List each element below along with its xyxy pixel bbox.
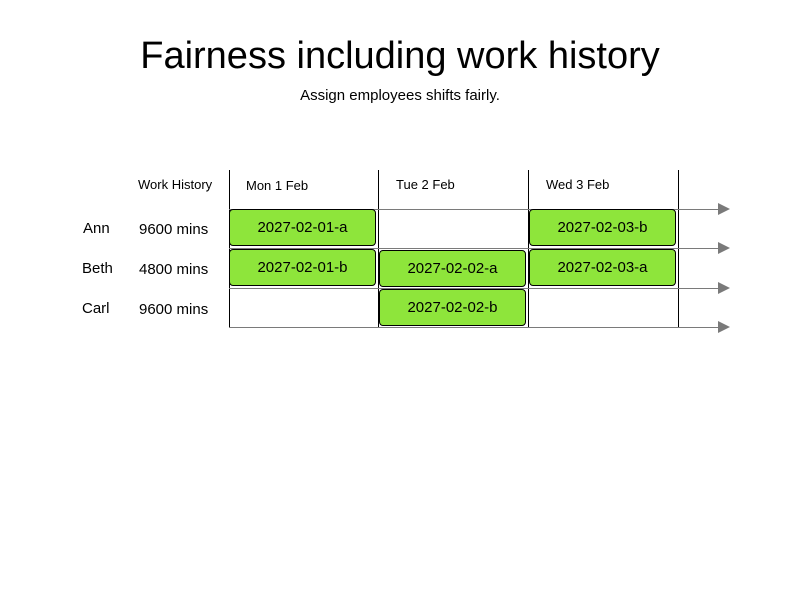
shift-block: 2027-02-02-a <box>379 250 526 287</box>
arrowhead-icon <box>718 321 730 333</box>
employee-name-carl: Carl <box>82 300 110 317</box>
employee-name-beth: Beth <box>82 260 113 277</box>
work-history-header: Work History <box>138 177 213 192</box>
day-header-wed: Wed 3 Feb <box>546 177 610 192</box>
day-header-mon: Mon 1 Feb <box>246 178 309 193</box>
arrowhead-icon <box>718 203 730 215</box>
arrowhead-icon <box>718 242 730 254</box>
page-title: Fairness including work history <box>140 35 660 77</box>
shift-block: 2027-02-03-a <box>529 249 676 286</box>
employee-history-beth: 4800 mins <box>139 261 209 278</box>
page-subtitle: Assign employees shifts fairly. <box>300 87 500 104</box>
arrowhead-icon <box>718 282 730 294</box>
shift-block: 2027-02-03-b <box>529 209 676 246</box>
day-divider <box>528 170 529 328</box>
employee-history-ann: 9600 mins <box>139 221 209 238</box>
day-header-tue: Tue 2 Feb <box>396 177 455 192</box>
timeline-line <box>229 288 719 289</box>
timeline-line <box>229 209 719 210</box>
timeline-line <box>229 248 719 249</box>
shift-block: 2027-02-01-a <box>229 209 376 246</box>
employee-history-carl: 9600 mins <box>139 301 209 318</box>
day-divider <box>378 170 379 328</box>
shift-block: 2027-02-01-b <box>229 249 376 286</box>
employee-name-ann: Ann <box>83 220 110 237</box>
shift-block: 2027-02-02-b <box>379 289 526 326</box>
day-divider <box>678 170 679 328</box>
timeline-line <box>229 327 719 328</box>
